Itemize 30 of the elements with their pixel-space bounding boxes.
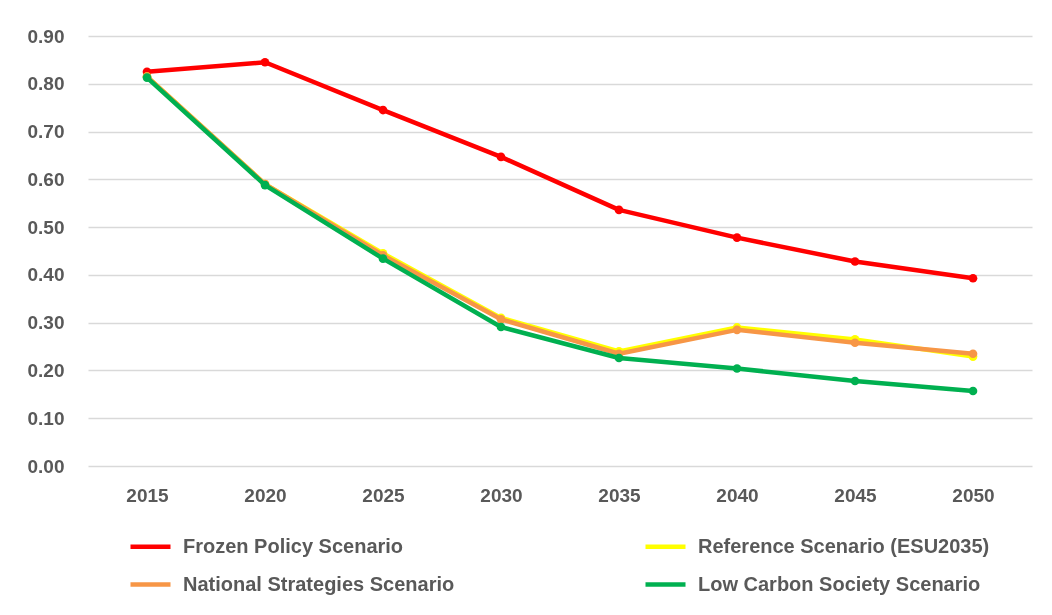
y-tick-label: 0.00 (27, 455, 65, 477)
legend-label: Frozen Policy Scenario (183, 534, 404, 557)
y-tick-label: 0.70 (27, 121, 65, 143)
point (614, 205, 624, 215)
y-tick-label: 0.90 (27, 25, 65, 47)
point (260, 57, 270, 67)
y-tick-label: 0.80 (27, 73, 65, 95)
y-tick-label: 0.20 (27, 359, 65, 381)
x-tick-label: 2040 (716, 484, 759, 506)
point (850, 257, 860, 266)
point (732, 364, 742, 373)
legend-label: Reference Scenario (ESU2035) (698, 534, 990, 557)
legend-label: Low Carbon Society Scenario (698, 572, 981, 595)
x-tick-label: 2025 (362, 484, 406, 506)
x-tick-label: 2035 (598, 484, 642, 506)
point (732, 233, 742, 242)
legend-label: National Strategies Scenario (183, 572, 455, 595)
y-tick-label: 0.30 (27, 312, 65, 334)
x-tick-label: 2045 (834, 484, 878, 506)
y-tick-label: 0.50 (27, 216, 65, 238)
point (850, 338, 860, 348)
y-tick-label: 0.10 (27, 407, 65, 429)
x-tick-label: 2030 (480, 484, 523, 506)
x-tick-label: 2050 (952, 484, 995, 506)
y-tick-label: 0.40 (27, 264, 65, 286)
y-tick-label: 0.60 (27, 168, 65, 190)
x-tick-label: 2020 (244, 484, 287, 506)
point (496, 152, 506, 162)
point (968, 273, 978, 283)
x-tick-label: 2015 (126, 484, 170, 506)
